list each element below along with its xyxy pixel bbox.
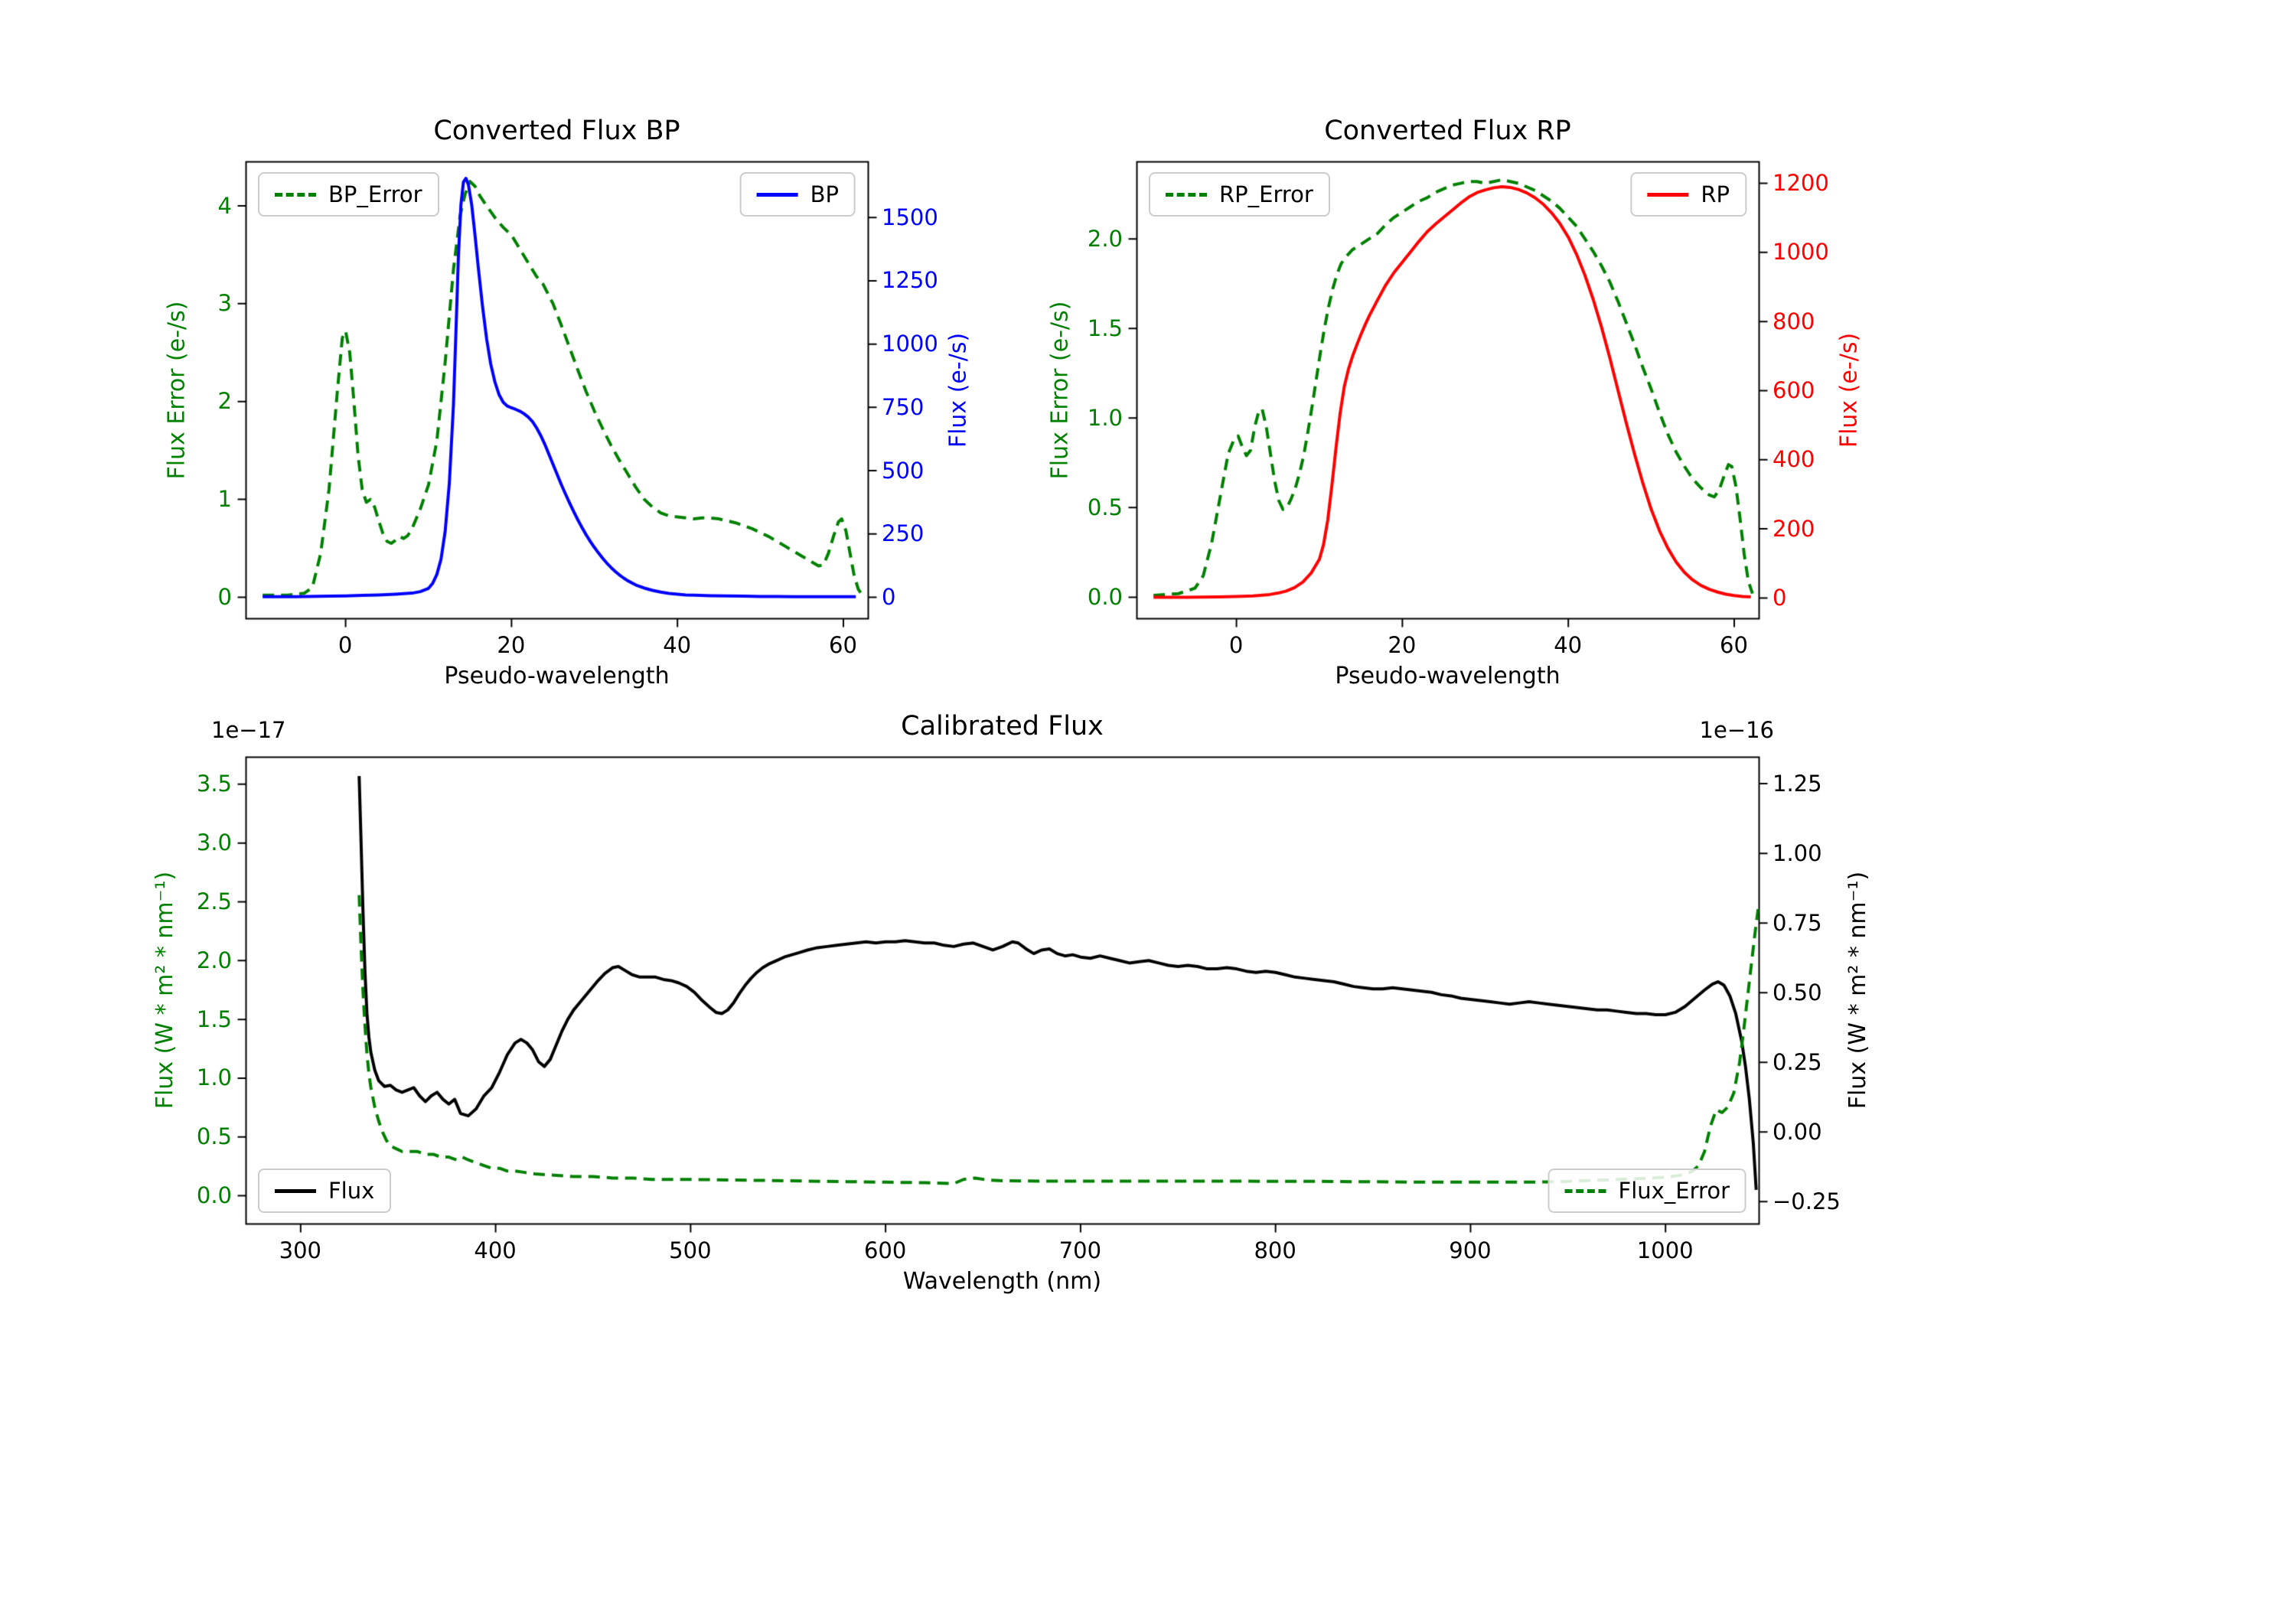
- bp-plot-canvas: [223, 139, 891, 641]
- right-y-tick-label: 250: [882, 520, 925, 547]
- x-tick-label: 800: [1254, 1237, 1296, 1263]
- left-y-tick-label: 3: [217, 290, 232, 317]
- left-y-tick-label: 3.5: [196, 771, 232, 797]
- legend-flux-error: Flux_Error: [1548, 1169, 1746, 1213]
- legend-line-sample-flux-error: [1564, 1188, 1606, 1193]
- legend-line-sample-flux: [275, 1188, 316, 1193]
- legend-bp: BP: [739, 172, 856, 217]
- right-y-tick-label: 0: [1773, 584, 1787, 611]
- left-y-tick-label: 4: [217, 192, 232, 219]
- right-axis-offset-text: 1e−16: [1699, 717, 1775, 743]
- left-y-tick-label: 2.0: [1087, 225, 1123, 252]
- left-y-tick-label: 0.0: [1087, 583, 1123, 610]
- legend-flux: Flux: [258, 1169, 392, 1213]
- left-y-tick-label: 1.0: [196, 1064, 232, 1091]
- legend-label-rp-error: RP_Error: [1219, 181, 1313, 207]
- x-tick-label: 0: [338, 632, 353, 658]
- right-y-tick-label: −0.25: [1773, 1188, 1841, 1214]
- legend-line-sample-rp-error: [1166, 192, 1207, 197]
- right-y-tick-label: 0.25: [1773, 1048, 1822, 1075]
- x-tick-label: 40: [663, 632, 692, 658]
- legend-label-bp: BP: [810, 181, 839, 207]
- right-y-tick-label: 0.75: [1773, 909, 1822, 936]
- right-y-tick-label: 1000: [1773, 239, 1829, 266]
- rp-plot-canvas: [1114, 139, 1782, 641]
- left-y-tick-label: 2.5: [196, 888, 232, 914]
- left-y-tick-label: 0.5: [196, 1123, 232, 1150]
- legend-rp: RP: [1630, 172, 1746, 217]
- legend-line-sample-bp: [756, 192, 798, 197]
- x-axis-label-bp: Pseudo-wavelength: [444, 663, 670, 689]
- x-axis-label-calibrated: Wavelength (nm): [902, 1268, 1102, 1295]
- right-y-tick-label: 800: [1773, 308, 1815, 334]
- x-tick-label: 60: [1720, 632, 1748, 658]
- left-y-tick-label: 2.0: [196, 947, 232, 973]
- x-tick-label: 1000: [1636, 1237, 1694, 1263]
- right-y-tick-label: 200: [1773, 515, 1815, 542]
- calibrated-plot-canvas: [223, 734, 1782, 1247]
- left-axis-offset-text: 1e−17: [211, 717, 286, 743]
- right-y-tick-label: 500: [882, 457, 925, 484]
- left-y-axis-label-calibrated: Flux (W * m² * nm⁻¹): [152, 871, 178, 1110]
- left-y-tick-label: 0.5: [1087, 494, 1123, 520]
- chart-title-calibrated: Calibrated Flux: [901, 711, 1104, 742]
- legend-line-sample-rp: [1647, 192, 1689, 197]
- right-y-tick-label: 0.50: [1773, 979, 1822, 1006]
- left-y-tick-label: 0.0: [196, 1182, 232, 1209]
- x-tick-label: 600: [863, 1237, 907, 1263]
- x-tick-label: 900: [1449, 1237, 1492, 1263]
- x-tick-label: 40: [1554, 632, 1583, 658]
- right-y-tick-label: 1000: [882, 331, 938, 357]
- legend-label-rp: RP: [1701, 181, 1730, 207]
- legend-rp-error: RP_Error: [1149, 172, 1330, 217]
- x-tick-label: 400: [474, 1237, 517, 1263]
- chart-title-bp: Converted Flux BP: [433, 116, 680, 146]
- right-y-tick-label: 1200: [1773, 169, 1829, 196]
- right-y-tick-label: 1.00: [1773, 839, 1822, 866]
- right-y-tick-label: 400: [1773, 446, 1815, 473]
- x-tick-label: 0: [1228, 632, 1244, 658]
- x-tick-label: 20: [497, 632, 526, 658]
- legend-label-flux: Flux: [328, 1178, 375, 1204]
- left-y-tick-label: 3.0: [196, 830, 232, 856]
- left-y-tick-label: 1.5: [196, 1006, 232, 1032]
- legend-label-flux-error: Flux_Error: [1618, 1178, 1730, 1204]
- x-tick-label: 500: [669, 1237, 712, 1263]
- x-tick-label: 300: [279, 1237, 321, 1263]
- x-axis-label-rp: Pseudo-wavelength: [1335, 663, 1561, 689]
- left-y-tick-label: 1.0: [1087, 404, 1123, 431]
- right-y-tick-label: 750: [882, 393, 925, 420]
- right-y-tick-label: 1250: [882, 267, 938, 294]
- left-y-tick-label: 2: [217, 388, 232, 415]
- right-y-tick-label: 0: [882, 583, 896, 610]
- x-tick-label: 60: [829, 632, 857, 658]
- chart-title-rp: Converted Flux RP: [1324, 116, 1571, 146]
- left-y-tick-label: 1: [217, 486, 232, 513]
- legend-line-sample-bp-error: [275, 192, 316, 197]
- x-tick-label: 700: [1058, 1237, 1102, 1263]
- right-y-tick-label: 1.25: [1773, 770, 1822, 797]
- right-y-tick-label: 600: [1773, 376, 1815, 403]
- right-y-tick-label: 1500: [882, 204, 938, 230]
- right-y-tick-label: 0.00: [1773, 1118, 1822, 1145]
- left-y-tick-label: 0: [217, 583, 232, 610]
- x-tick-label: 20: [1388, 632, 1417, 658]
- legend-label-bp-error: BP_Error: [328, 181, 422, 207]
- legend-bp-error: BP_Error: [258, 172, 439, 217]
- left-y-tick-label: 1.5: [1087, 315, 1123, 341]
